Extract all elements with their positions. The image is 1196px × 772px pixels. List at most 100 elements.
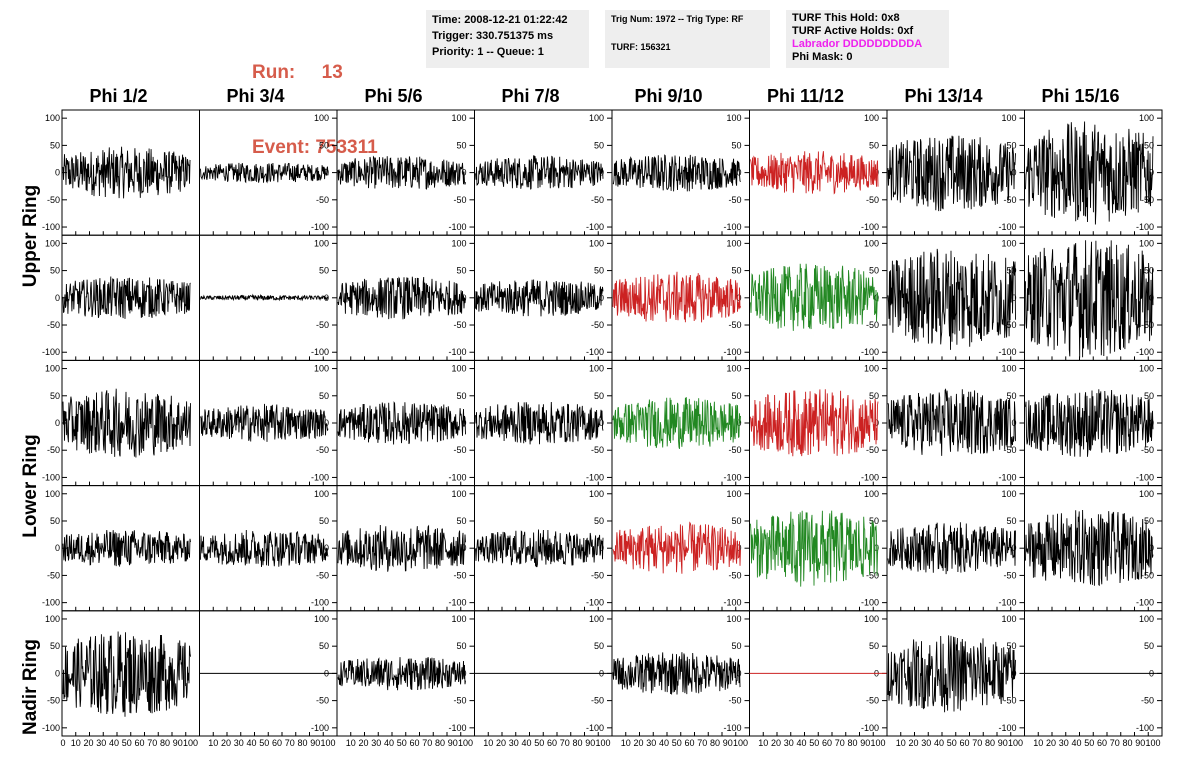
y-tick-label: 100 — [45, 364, 60, 374]
y-tick-label: 100 — [314, 489, 329, 499]
y-tick-label: 50 — [1006, 641, 1016, 651]
x-tick-label: 100 — [458, 738, 473, 748]
x-tick-label: 60 — [134, 738, 144, 748]
y-tick-label: -50 — [316, 195, 329, 205]
x-tick-label: 50 — [1084, 738, 1094, 748]
y-tick-label: 100 — [451, 238, 466, 248]
waveform-trace — [200, 162, 329, 184]
y-tick-label: -100 — [861, 347, 879, 357]
y-tick-label: 100 — [451, 113, 466, 123]
turf-info-box: TURF This Hold: 0x8 TURF Active Holds: 0… — [786, 10, 949, 68]
waveform-trace — [1025, 509, 1154, 587]
x-tick-label: 10 — [1033, 738, 1043, 748]
y-tick-label: 0 — [599, 543, 604, 553]
event-value: 753311 — [315, 137, 378, 158]
y-tick-label: 0 — [599, 418, 604, 428]
x-tick-label: 70 — [1110, 738, 1120, 748]
x-tick-label: 50 — [809, 738, 819, 748]
column-header-phi-5-6: Phi 5/6 — [364, 86, 423, 106]
y-tick-label: -100 — [723, 472, 741, 482]
y-tick-label: -100 — [448, 723, 466, 733]
y-tick-label: 50 — [50, 266, 60, 276]
y-tick-label: -100 — [998, 472, 1016, 482]
y-tick-label: -100 — [586, 472, 604, 482]
x-tick-label: 70 — [285, 738, 295, 748]
x-tick-label: 50 — [672, 738, 682, 748]
y-tick-label: -100 — [998, 222, 1016, 232]
x-tick-label: 10 — [483, 738, 493, 748]
y-tick-label: 50 — [319, 641, 329, 651]
y-tick-label: 100 — [589, 364, 604, 374]
x-tick-label: 90 — [585, 738, 595, 748]
run-value: 13 — [321, 62, 343, 83]
y-tick-label: 50 — [869, 140, 879, 150]
x-tick-label: 20 — [496, 738, 506, 748]
y-tick-label: 100 — [1001, 364, 1016, 374]
x-tick-label: 90 — [173, 738, 183, 748]
y-tick-label: 50 — [456, 140, 466, 150]
y-tick-label: -100 — [1136, 723, 1154, 733]
y-tick-label: -50 — [316, 445, 329, 455]
y-tick-label: 50 — [594, 516, 604, 526]
y-tick-label: -100 — [723, 598, 741, 608]
y-tick-label: -100 — [42, 723, 60, 733]
y-tick-label: -100 — [861, 723, 879, 733]
y-tick-label: 100 — [589, 238, 604, 248]
trig-info-box: Trig Num: 1972 -- Trig Type: RF TURF: 15… — [605, 10, 770, 68]
x-tick-label: 60 — [822, 738, 832, 748]
y-tick-label: 100 — [864, 364, 879, 374]
waveform-trace — [612, 397, 741, 450]
x-tick-label: 90 — [310, 738, 320, 748]
y-tick-label: -50 — [316, 320, 329, 330]
x-tick-label: 80 — [847, 738, 857, 748]
y-tick-label: 50 — [869, 641, 879, 651]
y-tick-label: 100 — [45, 238, 60, 248]
waveform-trace — [62, 388, 191, 458]
y-tick-label: 100 — [314, 364, 329, 374]
y-tick-label: -50 — [866, 445, 879, 455]
y-tick-label: -100 — [448, 598, 466, 608]
x-tick-label: 40 — [1071, 738, 1081, 748]
y-tick-label: 50 — [1006, 266, 1016, 276]
x-tick-label: 20 — [771, 738, 781, 748]
y-tick-label: 0 — [324, 418, 329, 428]
y-tick-label: -100 — [448, 222, 466, 232]
y-tick-label: 100 — [726, 614, 741, 624]
y-tick-label: 50 — [1006, 516, 1016, 526]
x-tick-label: 10 — [621, 738, 631, 748]
waveform-trace — [612, 521, 741, 574]
waveform-trace — [62, 631, 191, 717]
y-tick-label: -50 — [591, 445, 604, 455]
x-tick-label: 50 — [397, 738, 407, 748]
x-tick-label: 30 — [921, 738, 931, 748]
y-tick-label: -50 — [1141, 445, 1154, 455]
waveform-trace — [1025, 121, 1154, 225]
x-tick-label: 60 — [547, 738, 557, 748]
y-tick-label: 50 — [50, 140, 60, 150]
y-tick-label: 50 — [869, 391, 879, 401]
y-tick-label: -100 — [311, 472, 329, 482]
y-tick-label: 100 — [1139, 489, 1154, 499]
x-tick-label: 30 — [646, 738, 656, 748]
time-text: Time: 2008-12-21 01:22:42 — [432, 14, 568, 26]
waveform-trace — [612, 271, 741, 323]
waveform-trace — [475, 529, 604, 568]
y-tick-label: -100 — [42, 347, 60, 357]
phi-mask-text: Phi Mask: 0 — [792, 51, 853, 63]
y-tick-label: -50 — [47, 445, 60, 455]
y-tick-label: 100 — [864, 614, 879, 624]
x-tick-label: 0 — [60, 738, 65, 748]
y-tick-label: -50 — [47, 696, 60, 706]
y-tick-label: -50 — [47, 195, 60, 205]
x-tick-label: 30 — [371, 738, 381, 748]
x-tick-label: 100 — [183, 738, 198, 748]
y-tick-label: 100 — [726, 238, 741, 248]
x-tick-label: 90 — [1135, 738, 1145, 748]
y-tick-label: 100 — [314, 614, 329, 624]
y-tick-label: -50 — [1003, 570, 1016, 580]
waveform-trace — [612, 154, 741, 192]
y-tick-label: -100 — [586, 723, 604, 733]
y-tick-label: 0 — [55, 293, 60, 303]
x-tick-label: 60 — [684, 738, 694, 748]
